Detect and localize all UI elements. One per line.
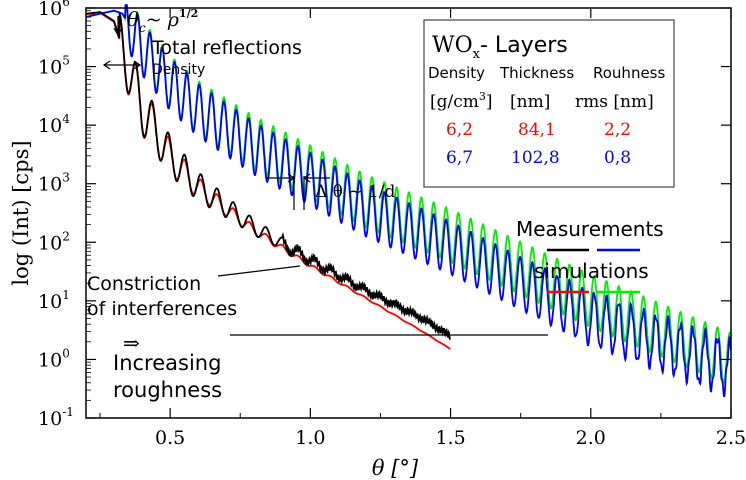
row1-thickness: 84,1	[518, 120, 556, 140]
row1-density: 6,2	[446, 120, 473, 140]
x-tick-label: 1.5	[435, 427, 465, 449]
y-ticks: 106 105 104 103 102 101 100 10-1	[38, 0, 731, 430]
constriction-label-2: of interferences	[87, 298, 237, 320]
header-density: Density	[428, 64, 485, 82]
unit-density: [g/cm3]	[430, 90, 493, 112]
roughness-label-1: Increasing	[113, 351, 221, 375]
y-axis-label: log (Int) [cps]	[9, 140, 33, 285]
series-line-measurement	[85, 4, 732, 398]
constriction-label-1: Constriction	[87, 273, 201, 295]
unit-thickness: [nm]	[510, 92, 550, 112]
x-tick-label: 2.5	[716, 427, 746, 449]
x-tick-label: 0.5	[155, 427, 185, 449]
total-reflections-label: Total reflections	[151, 37, 302, 59]
layer-info-box: WOx- Layers Density Thickness Rouhness […	[423, 19, 675, 188]
x-tick-label: 1.0	[295, 427, 325, 449]
row2-roughness: 0,8	[604, 148, 631, 168]
density-arrowhead-left	[102, 60, 111, 70]
y-tick-label: 106	[38, 0, 70, 20]
y-tick-label: 101	[38, 288, 70, 313]
unit-roughness: rms [nm]	[575, 92, 654, 112]
header-thickness: Thickness	[499, 64, 574, 82]
legend-simulations-label: simulations	[534, 259, 649, 283]
x-tick-label: 2.0	[576, 427, 606, 449]
theta-c-label: θc~ ρ1/2	[127, 7, 198, 35]
theta-c-arrowhead	[113, 27, 123, 37]
y-tick-label: 103	[38, 171, 70, 196]
roughness-label-2: roughness	[113, 378, 222, 402]
legend-measurements-label: Measurements	[516, 217, 664, 241]
y-tick-label: 100	[38, 346, 70, 371]
info-box-title: WOx- Layers	[432, 33, 568, 62]
constriction-pointer	[217, 265, 301, 277]
delta-theta-arrowhead-left	[287, 173, 296, 183]
delta-theta-label: Δ θ ~ 1/d	[315, 182, 396, 202]
y-tick-label: 104	[38, 112, 70, 137]
x-axis-label: θ [°]	[372, 456, 419, 480]
annotations	[102, 16, 548, 336]
roughness-arrow-symbol: ⇒	[123, 331, 140, 355]
series-legend: Measurements simulations	[516, 217, 664, 294]
info-box-frame	[423, 19, 675, 188]
row2-density: 6,7	[446, 148, 473, 168]
row1-roughness: 2,2	[604, 120, 631, 140]
header-roughness: Rouhness	[593, 64, 665, 82]
series-line-measurement	[85, 11, 451, 341]
y-tick-label: 105	[38, 54, 70, 79]
delta-theta-arrowhead-right	[302, 173, 311, 183]
y-tick-label: 102	[38, 229, 70, 254]
y-tick-label: 10-1	[38, 405, 74, 430]
series-layer	[85, 4, 732, 398]
x-ticks: 0.5 1.0 1.5 2.0 2.5	[99, 8, 746, 449]
density-arrowhead-right	[133, 60, 142, 70]
plot-frame	[85, 7, 732, 419]
density-label: Density	[152, 62, 205, 78]
row2-thickness: 102,8	[511, 148, 560, 168]
